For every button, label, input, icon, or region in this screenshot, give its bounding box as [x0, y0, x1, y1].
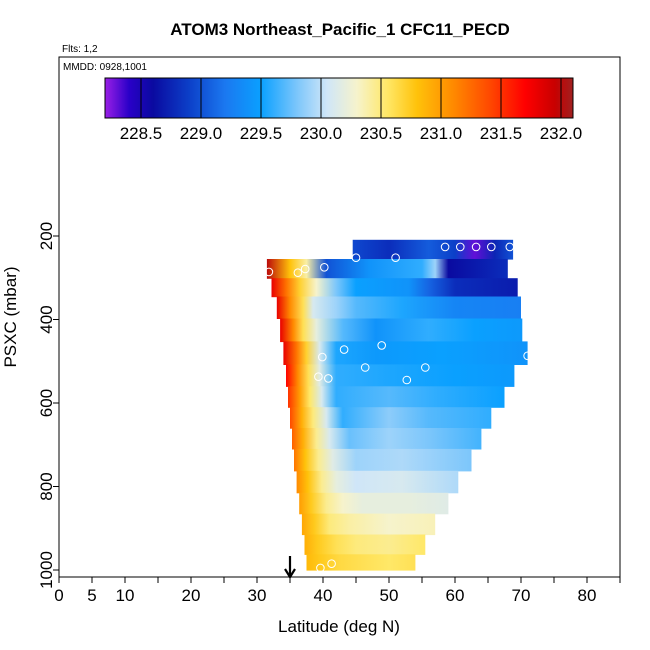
heatmap-row	[304, 534, 426, 555]
x-tick-label: 20	[182, 586, 201, 605]
x-tick-label: 80	[578, 586, 597, 605]
x-tick-label: 5	[87, 586, 96, 605]
colorbar-tick-label: 232.0	[540, 124, 583, 143]
x-tick-label: 50	[380, 586, 399, 605]
observation-marker	[293, 268, 303, 278]
observation-marker	[440, 242, 450, 252]
observation-marker	[264, 267, 274, 277]
colorbar-tick-label: 228.5	[120, 124, 163, 143]
observation-marker	[456, 242, 465, 252]
chart-title: ATOM3 Northeast_Pacific_1 CFC11_PECD	[170, 20, 510, 39]
observation-marker	[339, 345, 349, 354]
observation-marker	[377, 341, 387, 350]
observation-marker	[391, 253, 400, 263]
observation-marker	[318, 352, 327, 362]
x-tick-label: 40	[314, 586, 333, 605]
observation-marker	[523, 351, 532, 361]
observation-marker	[360, 363, 370, 372]
x-axis-label: Latitude (deg N)	[278, 617, 400, 636]
colorbar-tick-label: 230.5	[360, 124, 403, 143]
heatmap-row	[306, 554, 416, 571]
heatmap-row	[296, 470, 459, 494]
heatmap-row	[266, 259, 508, 279]
observation-marker	[314, 372, 323, 382]
heatmap-row	[283, 341, 528, 365]
heatmap-row	[276, 296, 521, 319]
heatmap-row	[288, 386, 505, 408]
colorbar-tick-label: 229.5	[240, 124, 283, 143]
x-tick-label: 30	[248, 586, 267, 605]
y-tick-label: 1000	[37, 551, 56, 589]
observation-markers	[264, 242, 532, 573]
heatmap-row	[294, 448, 472, 472]
observation-marker	[402, 375, 412, 385]
observation-marker	[351, 253, 361, 263]
y-axis: 200 400 600 800 1000	[37, 222, 59, 589]
heatmap-row	[290, 407, 492, 429]
heatmap-row	[299, 492, 449, 515]
colorbar-ticks: 228.5 229.0 229.5 230.0 230.5 231.0 231.5 232.0	[120, 78, 583, 143]
y-axis-label: PSXC (mbar)	[1, 266, 20, 367]
colorbar-tick-label: 231.5	[480, 124, 523, 143]
x-axis: 0 5 10 20 30 40 50 60 70 80	[54, 577, 621, 605]
colorbar: 228.5 229.0 229.5 230.0 230.5 231.0 231.5 232.0	[104, 77, 583, 143]
heatmap-row	[271, 278, 518, 298]
observation-marker	[471, 242, 481, 252]
colorbar-tick-label: 231.0	[420, 124, 463, 143]
x-tick-label: 70	[512, 586, 531, 605]
heatmap-row	[280, 318, 523, 343]
observation-marker	[505, 242, 515, 252]
colorbar-gradient	[104, 77, 574, 119]
latitude-arrow	[284, 556, 296, 580]
observation-marker	[421, 363, 430, 372]
heatmap-row	[292, 428, 482, 450]
arrow-head	[284, 568, 296, 580]
y-tick-label: 200	[37, 222, 56, 250]
observation-marker	[324, 374, 333, 383]
y-tick-label: 800	[37, 472, 56, 500]
observation-marker	[300, 264, 310, 274]
mmdd-label: MMDD: 0928,1001	[63, 62, 147, 73]
observation-marker	[327, 559, 336, 569]
observation-marker	[320, 263, 329, 272]
y-tick-label: 600	[37, 389, 56, 417]
y-tick-label: 400	[37, 305, 56, 333]
heatmap-row	[286, 364, 515, 387]
x-tick-label: 10	[116, 586, 135, 605]
observation-marker	[316, 563, 325, 573]
colorbar-tick-label: 229.0	[180, 124, 223, 143]
x-tick-label: 0	[54, 586, 63, 605]
flights-label: Flts: 1,2	[62, 44, 98, 55]
colorbar-tick-label: 230.0	[300, 124, 343, 143]
heatmap-row	[301, 513, 436, 536]
observation-marker	[487, 242, 496, 252]
x-tick-label: 60	[446, 586, 465, 605]
